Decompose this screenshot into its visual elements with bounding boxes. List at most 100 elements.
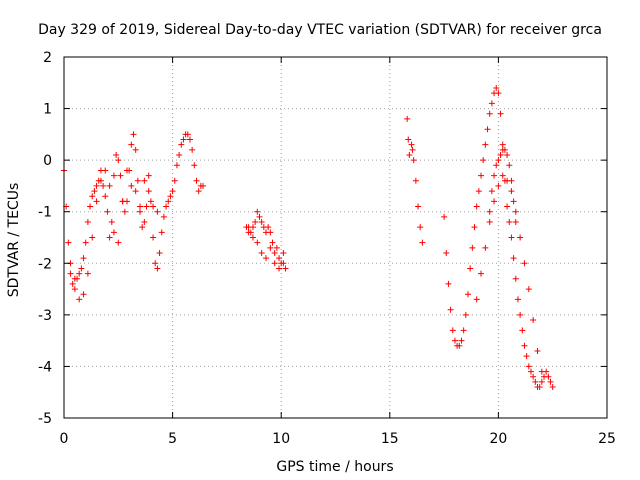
data-point bbox=[282, 265, 289, 272]
data-point bbox=[419, 239, 426, 246]
y-tick-label: -2 bbox=[38, 256, 52, 272]
data-point bbox=[521, 260, 528, 267]
data-point bbox=[67, 270, 74, 277]
data-point bbox=[117, 172, 124, 179]
data-point bbox=[137, 208, 144, 215]
data-point bbox=[150, 203, 157, 210]
data-point bbox=[276, 255, 283, 262]
data-point bbox=[406, 151, 413, 158]
data-point bbox=[404, 115, 411, 122]
x-tick-label: 10 bbox=[272, 431, 290, 447]
data-point bbox=[527, 368, 534, 375]
data-point bbox=[245, 229, 252, 236]
data-point bbox=[254, 208, 261, 215]
y-tick-label: -1 bbox=[38, 205, 52, 221]
data-point bbox=[169, 188, 176, 195]
chart-title: Day 329 of 2019, Sidereal Day-to-day VTE… bbox=[38, 22, 602, 38]
data-point bbox=[525, 286, 532, 293]
data-point bbox=[517, 311, 524, 318]
data-point bbox=[249, 224, 256, 231]
data-point bbox=[89, 193, 96, 200]
data-point bbox=[451, 337, 458, 344]
data-point bbox=[137, 203, 144, 210]
data-point bbox=[467, 265, 474, 272]
data-point bbox=[497, 110, 504, 117]
data-point bbox=[449, 327, 456, 334]
data-point bbox=[534, 347, 541, 354]
data-point bbox=[445, 280, 452, 287]
data-point bbox=[508, 177, 515, 184]
y-tick-label: -4 bbox=[38, 359, 52, 375]
data-point bbox=[184, 131, 191, 138]
data-point bbox=[493, 162, 500, 169]
data-point bbox=[447, 306, 454, 313]
data-point bbox=[488, 188, 495, 195]
data-point bbox=[102, 167, 109, 174]
data-point bbox=[139, 224, 146, 231]
data-point bbox=[495, 157, 502, 164]
data-point bbox=[152, 260, 159, 267]
data-point bbox=[65, 239, 72, 246]
data-point bbox=[87, 203, 94, 210]
data-point bbox=[150, 234, 157, 241]
data-point bbox=[545, 373, 552, 380]
x-tick-label: 5 bbox=[168, 431, 177, 447]
data-point bbox=[495, 90, 502, 97]
data-point bbox=[412, 177, 419, 184]
data-point bbox=[108, 219, 115, 226]
data-point bbox=[128, 141, 135, 148]
data-point bbox=[267, 229, 274, 236]
data-point bbox=[171, 177, 178, 184]
data-point bbox=[158, 229, 165, 236]
data-point bbox=[276, 265, 283, 272]
data-point bbox=[510, 198, 517, 205]
series-satellite-track-F bbox=[441, 84, 556, 391]
data-point bbox=[106, 182, 113, 189]
data-point bbox=[273, 244, 280, 251]
series-satellite-track-G bbox=[473, 172, 545, 375]
y-tick-label: -3 bbox=[38, 308, 52, 324]
data-point bbox=[497, 151, 504, 158]
data-point bbox=[443, 249, 450, 256]
data-point bbox=[409, 146, 416, 153]
data-point bbox=[482, 244, 489, 251]
data-point bbox=[475, 188, 482, 195]
data-point bbox=[512, 208, 519, 215]
data-point bbox=[506, 219, 513, 226]
data-point bbox=[486, 110, 493, 117]
data-point bbox=[178, 141, 185, 148]
y-axis-label: SDTVAR / TECUs bbox=[6, 183, 22, 298]
data-point bbox=[499, 172, 506, 179]
x-tick-label: 20 bbox=[489, 431, 507, 447]
data-point bbox=[473, 296, 480, 303]
data-point bbox=[128, 182, 135, 189]
data-point bbox=[130, 131, 137, 138]
data-point bbox=[458, 337, 465, 344]
data-point bbox=[154, 265, 161, 272]
data-point bbox=[538, 378, 545, 385]
data-point bbox=[145, 188, 152, 195]
data-point bbox=[119, 198, 126, 205]
data-point bbox=[530, 317, 537, 324]
data-point bbox=[508, 234, 515, 241]
data-point bbox=[265, 224, 272, 231]
data-point bbox=[134, 177, 141, 184]
data-point bbox=[521, 342, 528, 349]
data-point bbox=[415, 203, 422, 210]
data-point bbox=[473, 203, 480, 210]
data-point bbox=[491, 172, 498, 179]
data-point bbox=[141, 219, 148, 226]
data-point bbox=[471, 224, 478, 231]
data-point bbox=[491, 198, 498, 205]
data-point bbox=[538, 368, 545, 375]
data-point bbox=[480, 157, 487, 164]
data-point bbox=[536, 384, 543, 391]
data-point bbox=[200, 182, 207, 189]
data-point bbox=[113, 151, 120, 158]
data-point bbox=[163, 203, 170, 210]
data-point bbox=[76, 296, 83, 303]
data-point bbox=[523, 353, 530, 360]
data-point bbox=[104, 208, 111, 215]
data-series bbox=[61, 84, 556, 391]
data-point bbox=[258, 249, 265, 256]
